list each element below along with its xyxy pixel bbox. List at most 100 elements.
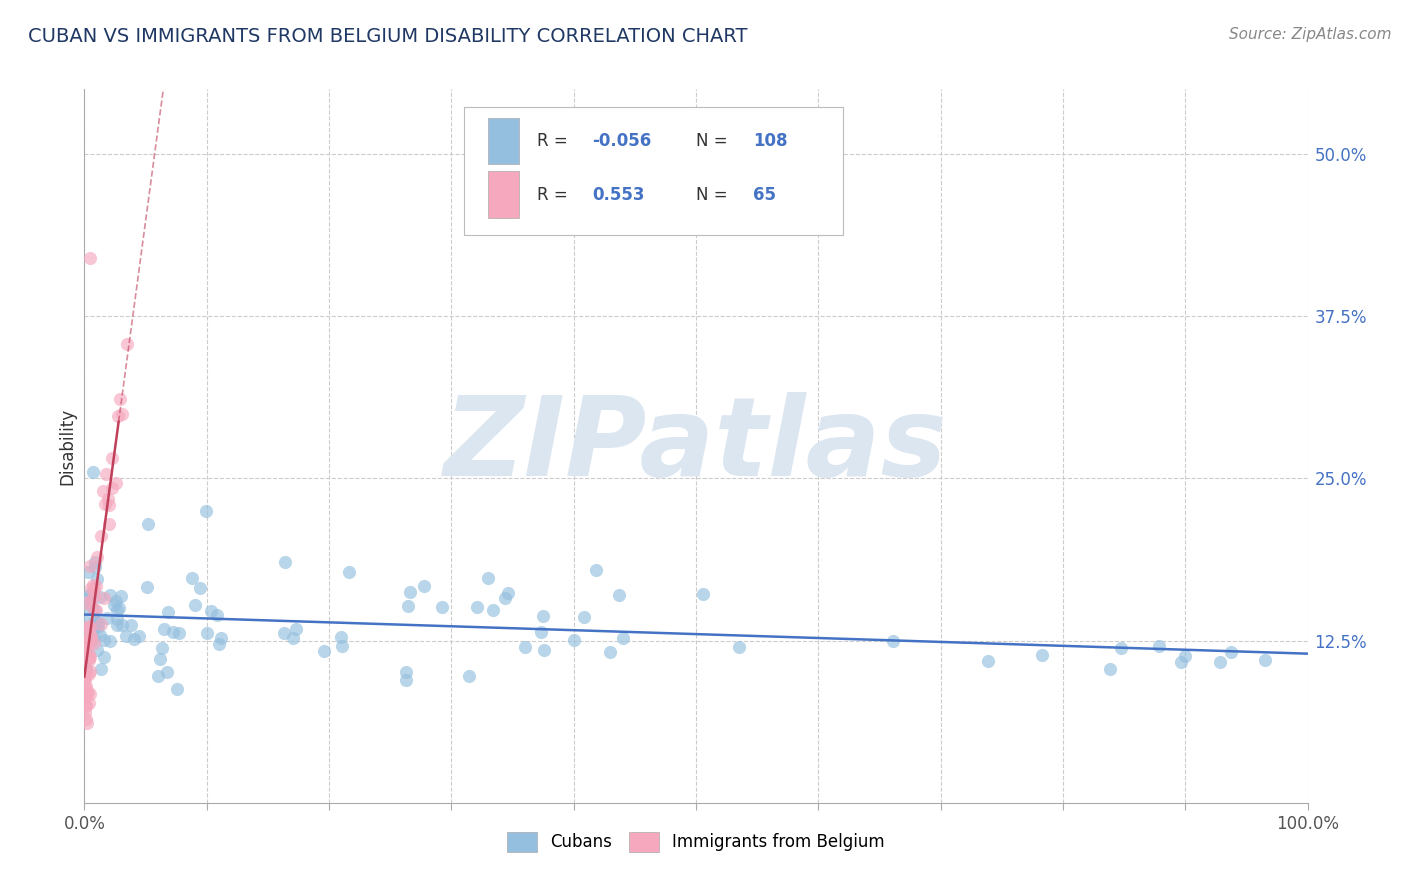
Point	[89, 591, 111, 605]
Point	[115, 337, 138, 351]
Point	[482, 603, 505, 617]
Point	[86, 549, 108, 564]
Point	[200, 604, 222, 618]
Point	[90, 662, 112, 676]
Point	[477, 571, 499, 585]
Point	[562, 633, 585, 648]
Point	[96, 610, 118, 624]
Point	[83, 559, 105, 574]
Point	[76, 716, 98, 731]
Point	[79, 585, 101, 599]
Bar	[488, 118, 519, 164]
Point	[94, 467, 117, 482]
Point	[273, 626, 295, 640]
Text: R =: R =	[537, 186, 568, 203]
Point	[166, 681, 188, 696]
Point	[77, 589, 100, 603]
Point	[430, 600, 453, 615]
Point	[73, 613, 96, 627]
Point	[105, 594, 128, 608]
Point	[612, 631, 634, 645]
Point	[208, 637, 231, 651]
Point	[83, 613, 105, 627]
Point	[396, 599, 419, 613]
Point	[977, 654, 1000, 668]
Point	[94, 497, 117, 511]
Point	[395, 673, 418, 687]
Point	[93, 650, 115, 665]
Point	[574, 610, 596, 624]
Point	[128, 628, 150, 642]
Point	[101, 451, 124, 466]
Point	[152, 641, 174, 656]
Point	[157, 605, 180, 619]
Point	[465, 600, 488, 615]
Point	[495, 591, 517, 606]
Point	[153, 622, 176, 636]
Point	[80, 582, 103, 596]
Point	[77, 565, 100, 579]
FancyBboxPatch shape	[464, 107, 842, 235]
Point	[1109, 641, 1132, 656]
Point	[75, 647, 97, 661]
Point	[86, 572, 108, 586]
Point	[97, 498, 120, 512]
Point	[111, 407, 134, 421]
Point	[93, 591, 115, 605]
Point	[75, 686, 97, 700]
Point	[76, 631, 98, 645]
Point	[105, 603, 128, 617]
Point	[76, 640, 98, 654]
Point	[77, 647, 100, 661]
Point	[82, 601, 104, 615]
Text: ZIPatlas: ZIPatlas	[444, 392, 948, 500]
Point	[73, 646, 96, 660]
Point	[82, 621, 104, 635]
Point	[101, 481, 124, 495]
Point	[136, 580, 159, 594]
Bar	[488, 171, 519, 218]
Point	[1031, 648, 1053, 662]
Point	[79, 664, 101, 678]
Point	[281, 631, 304, 645]
Point	[83, 636, 105, 650]
Point	[83, 590, 105, 604]
Point	[82, 465, 104, 479]
Point	[73, 635, 96, 649]
Point	[148, 669, 170, 683]
Point	[108, 392, 131, 406]
Point	[79, 650, 101, 665]
Point	[86, 618, 108, 632]
Point	[90, 617, 112, 632]
Point	[75, 662, 97, 676]
Point	[87, 615, 110, 630]
Point	[75, 633, 97, 648]
Point	[104, 475, 127, 490]
Point	[77, 618, 100, 632]
Point	[75, 639, 97, 653]
Point	[330, 630, 353, 644]
Point	[107, 409, 129, 424]
Point	[533, 643, 555, 657]
Point	[195, 626, 218, 640]
Point	[82, 578, 104, 592]
Text: R =: R =	[537, 132, 568, 150]
Point	[498, 586, 520, 600]
Point	[105, 618, 128, 632]
Point	[115, 629, 138, 643]
Point	[98, 517, 121, 532]
Point	[83, 555, 105, 569]
Point	[75, 698, 97, 713]
Point	[162, 625, 184, 640]
Point	[73, 690, 96, 705]
Point	[79, 629, 101, 643]
Point	[274, 555, 297, 569]
Text: 0.553: 0.553	[592, 186, 644, 203]
Point	[1170, 655, 1192, 669]
Text: N =: N =	[696, 132, 727, 150]
Point	[111, 617, 134, 632]
Point	[530, 624, 553, 639]
Point	[76, 620, 98, 634]
Point	[79, 251, 101, 265]
Point	[84, 604, 107, 618]
